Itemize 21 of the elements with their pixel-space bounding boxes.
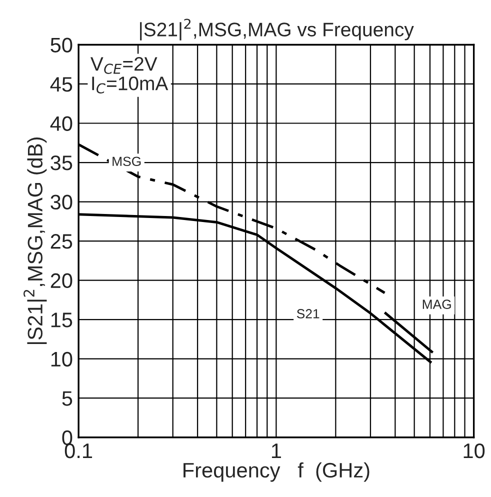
y-axis-title: |S21|$^{2}$,MSG,MAG (dB) (24, 138, 47, 344)
y-tick-label: 20 (50, 273, 72, 288)
x-axis-title: Frequency f (GHz) (184, 462, 370, 482)
series-label: MSG (112, 156, 141, 166)
x-tick-label: 10 (464, 443, 485, 458)
y-tick-label: 10 (51, 352, 72, 367)
y-tick-label: 25 (50, 234, 72, 249)
y-tick-label: 0 (62, 430, 72, 446)
x-tick-label: 0.1 (64, 443, 92, 458)
chart-title: |S21|$^{2}$,MSG,MAG vs Frequency (140, 18, 414, 40)
text: S21 (296, 309, 320, 318)
text: MAG (422, 300, 451, 309)
x-tick-label: 1 (272, 444, 281, 458)
text: V$_{CE}$=2V I$_{C}$=10mA (90, 56, 168, 94)
y-tick-label: 15 (51, 312, 72, 328)
y-tick-label: 40 (50, 116, 72, 132)
y-tick-label: 5 (62, 391, 72, 406)
y-tick-label: 30 (50, 194, 72, 210)
y-tick-label: 50 (50, 38, 72, 52)
y-tick-label: 45 (50, 77, 72, 92)
y-tick-label: 35 (50, 156, 72, 170)
